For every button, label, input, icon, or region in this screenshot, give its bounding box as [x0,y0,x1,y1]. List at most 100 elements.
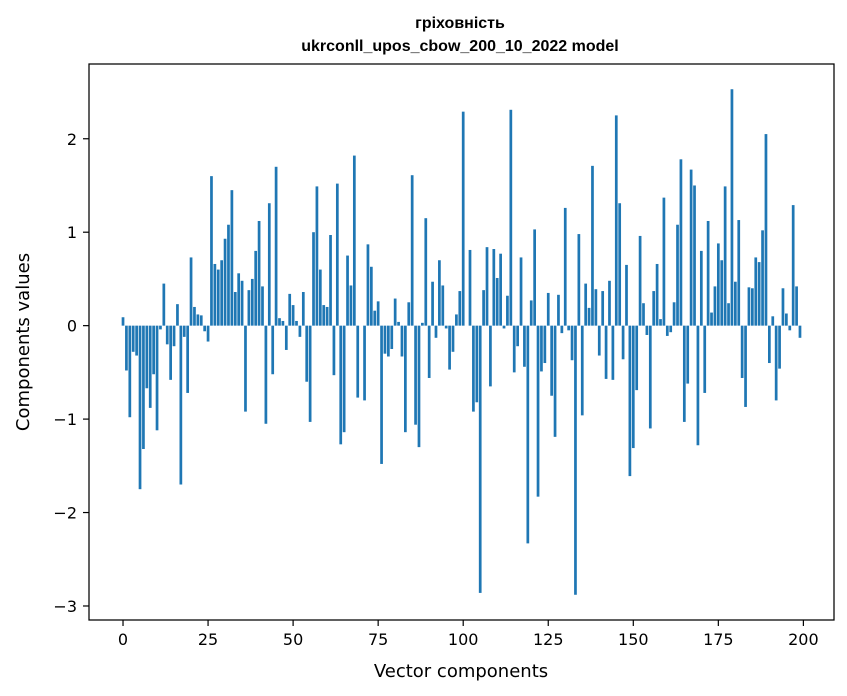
bar-component-90 [427,325,431,378]
bar-component-131 [567,325,571,331]
bar-component-91 [431,281,434,326]
bar-component-111 [499,253,502,326]
bar-component-1 [125,325,128,371]
bar-component-167 [689,169,693,326]
bar-component-132 [570,325,574,361]
bar-component-153 [642,303,645,326]
bar-component-149 [628,325,632,477]
x-tick-label: 75 [368,630,388,649]
bar-component-44 [271,325,275,375]
bar-component-74 [373,310,377,326]
bar-component-189 [764,134,768,326]
bar-component-135 [580,325,584,416]
bar-component-139 [594,289,598,326]
bar-component-195 [785,313,788,326]
bar-component-160 [665,325,669,336]
plot-area-frame [88,63,835,621]
bar-component-87 [417,325,421,448]
bar-component-75 [376,301,380,326]
x-axis-label: Vector components [374,661,548,682]
x-tick-label: 175 [703,630,734,649]
bar-component-140 [597,325,601,356]
bar-component-49 [288,293,292,326]
bar-component-109 [492,249,496,326]
bar-component-171 [703,325,707,393]
bar-component-50 [291,305,295,326]
bar-component-123 [540,325,543,372]
bar-component-191 [771,316,775,326]
bar-component-114 [509,109,513,326]
bar-component-143 [608,280,611,326]
bar-component-93 [438,260,441,326]
bar-component-129 [560,325,564,334]
bar-component-30 [223,238,227,326]
bar-component-157 [655,263,659,326]
bar-component-67 [349,285,353,326]
bar-component-23 [199,315,203,326]
bar-component-180 [733,281,737,326]
bar-component-33 [233,292,237,326]
bar-component-188 [761,230,764,326]
bar-component-9 [152,325,155,375]
bar-component-36 [244,325,247,412]
bar-component-128 [557,294,560,326]
bar-component-10 [155,325,159,431]
bar-component-58 [318,269,322,326]
bar-component-62 [332,325,336,376]
bar-component-27 [213,263,217,326]
x-tick-label: 50 [283,630,303,649]
bar-component-104 [475,325,479,403]
bar-component-150 [631,325,635,449]
bar-component-46 [278,318,281,326]
bar-component-178 [727,303,730,326]
bar-component-21 [193,306,196,326]
bar-component-20 [189,257,193,326]
bar-component-14 [169,325,172,380]
bar-component-169 [696,325,700,446]
chart-title: гріховність [415,15,505,32]
bar-component-0 [121,317,125,326]
bar-component-117 [519,257,523,326]
bar-component-31 [227,224,230,326]
bar-component-108 [489,325,492,387]
bar-component-172 [706,220,710,326]
bar-component-98 [455,314,458,326]
bar-component-145 [614,115,618,326]
bar-component-17 [179,325,183,485]
bar-component-151 [635,325,639,391]
bar-component-164 [679,159,683,326]
bar-component-154 [645,325,649,335]
bar-component-141 [601,291,605,326]
bar-component-55 [308,325,312,422]
bar-component-35 [240,280,244,326]
bar-component-78 [387,325,390,357]
x-axis-ticks: 0 25 50 75 100 125 150 175 200 [118,620,819,649]
bar-component-194 [781,288,785,326]
bar-component-127 [553,325,557,437]
bar-component-99 [458,291,462,326]
bar-component-196 [788,325,792,331]
bar-component-147 [621,325,625,360]
bar-component-102 [468,249,472,326]
bar-component-105 [478,325,482,593]
bar-component-83 [404,325,407,433]
bar-component-148 [625,264,628,326]
bar-component-166 [686,325,690,384]
bar-component-120 [529,300,533,326]
bar-component-79 [390,325,394,350]
bar-component-61 [329,235,332,326]
bar-component-137 [587,307,591,326]
bar-component-183 [744,325,747,407]
bar-component-187 [757,262,761,326]
bar-component-60 [325,306,329,326]
bar-component-73 [369,266,373,326]
bar-component-37 [247,290,251,326]
bar-component-19 [186,325,190,393]
bar-component-182 [740,325,744,378]
bar-component-97 [451,325,455,352]
bar-component-96 [448,325,451,370]
bar-component-32 [230,190,234,326]
y-axis-ticks: −3 −2 −1 0 1 2 [53,130,89,616]
bar-component-193 [778,325,781,369]
bar-component-155 [648,325,652,429]
